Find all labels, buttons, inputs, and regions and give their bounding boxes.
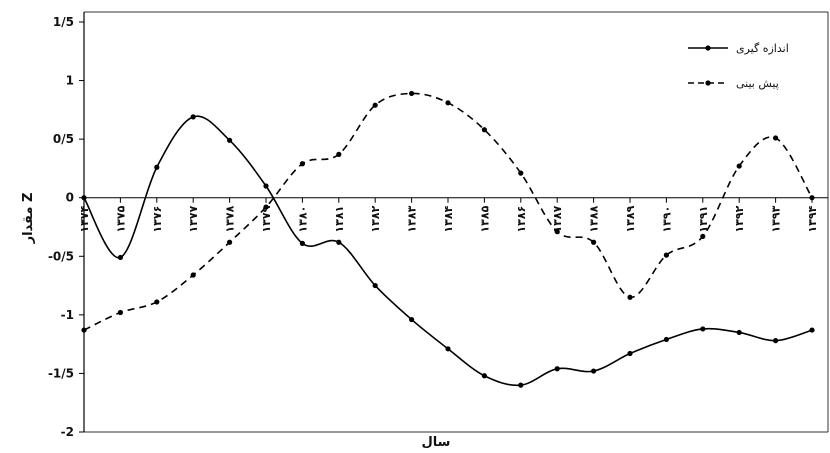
x-tick-label: ۱۳۷۸ xyxy=(224,205,237,232)
x-axis-title: سال xyxy=(422,435,451,450)
y-axis-ticks: 1/5 1 0/5 0 -0/5 -1 -1/5 -2 xyxy=(48,15,84,439)
data-point xyxy=(809,327,815,333)
series-line-1 xyxy=(83,115,813,387)
plot-area xyxy=(83,11,829,433)
y-axis-title: مقدار Z xyxy=(21,193,36,245)
x-tick-label: ۱۳۸۰ xyxy=(296,206,309,233)
legend-marker-2 xyxy=(705,80,711,86)
x-tick-label: ۱۳۹۲ xyxy=(733,205,746,232)
data-point xyxy=(227,239,233,245)
data-point xyxy=(481,127,487,133)
x-tick-label: ۱۳۹۰ xyxy=(660,206,673,233)
x-tick-label: ۱۳۸۳ xyxy=(406,205,419,232)
data-point xyxy=(445,100,451,106)
data-point xyxy=(809,195,815,201)
y-tick-label: 1 xyxy=(66,74,74,88)
x-tick-label: ۱۳۸۹ xyxy=(624,205,637,232)
data-point xyxy=(409,90,415,97)
legend-marker-1 xyxy=(705,45,711,51)
x-tick-label: ۱۳۸۲ xyxy=(369,205,382,232)
data-point xyxy=(409,316,415,323)
y-tick-label: 1/5 xyxy=(53,15,74,29)
x-tick-label: ۱۳۹۴ xyxy=(806,205,819,232)
x-tick-label: ۱۳۸۵ xyxy=(478,205,491,232)
data-point xyxy=(591,239,597,245)
y-tick-label: -0/5 xyxy=(48,249,74,263)
data-point xyxy=(736,329,742,336)
x-tick-label: ۱۳۷۷ xyxy=(187,205,200,232)
x-tick-label: ۱۳۹۳ xyxy=(770,205,783,232)
data-point xyxy=(773,135,779,141)
y-tick-label: 0/5 xyxy=(53,132,74,146)
data-point xyxy=(299,240,305,246)
y-tick-label: -1/5 xyxy=(48,366,74,380)
data-point xyxy=(81,327,87,333)
data-point xyxy=(700,233,706,239)
x-tick-label: ۱۳۸۷ xyxy=(551,205,564,232)
y-tick-label: -2 xyxy=(61,425,74,439)
data-point xyxy=(663,252,670,258)
data-point xyxy=(372,102,378,108)
data-point xyxy=(554,229,560,235)
data-point xyxy=(518,170,524,176)
data-point xyxy=(117,254,123,261)
y-tick-label: -1 xyxy=(61,308,74,322)
data-point xyxy=(627,294,633,300)
data-point xyxy=(190,272,196,278)
y-tick-label: 0 xyxy=(66,191,74,205)
x-axis-ticks: ۱۳۷۴ ۱۳۷۵ ۱۳۷۶ ۱۳۷۷ ۱۳۷۸ ۱۳۷۹ ۱۳۸۰ ۱۳۸۱ ۱۳۸۲ ۱۳۸۳… xyxy=(78,197,819,233)
data-point xyxy=(518,382,524,388)
data-point xyxy=(299,161,305,167)
legend: اندازه گیری پیش بینی xyxy=(688,42,789,90)
data-point xyxy=(117,309,123,316)
x-tick-label: ۱۳۷۴ xyxy=(78,205,91,232)
data-point xyxy=(263,183,269,189)
data-point xyxy=(554,366,560,372)
x-tick-label: ۱۳۹۱ xyxy=(697,206,710,233)
legend-label-2: پیش بینی xyxy=(736,77,779,90)
legend-label-1: اندازه گیری xyxy=(736,42,789,55)
data-point xyxy=(445,346,451,352)
data-point xyxy=(227,137,233,143)
data-point xyxy=(700,326,706,332)
data-point xyxy=(336,151,342,157)
x-tick-label: ۱۳۸۱ xyxy=(333,206,346,233)
data-point xyxy=(481,373,487,379)
data-point xyxy=(736,163,742,169)
data-point xyxy=(190,114,196,120)
data-point xyxy=(591,368,597,374)
x-tick-label: ۱۳۸۸ xyxy=(588,205,601,232)
x-tick-label: ۱۳۸۴ xyxy=(442,205,455,232)
data-point xyxy=(663,336,670,343)
x-tick-label: ۱۳۷۵ xyxy=(114,205,127,232)
data-point xyxy=(154,299,160,305)
x-tick-label: ۱۳۷۹ xyxy=(260,205,273,232)
series-layer xyxy=(81,90,815,388)
x-tick-label: ۱۳۸۶ xyxy=(515,206,528,233)
data-point xyxy=(154,164,160,170)
data-point xyxy=(336,239,342,245)
data-point xyxy=(263,204,269,210)
data-point xyxy=(81,195,87,201)
data-point xyxy=(773,338,779,344)
data-point xyxy=(372,282,378,289)
data-point xyxy=(627,350,633,357)
x-tick-label: ۱۳۷۶ xyxy=(151,206,164,233)
